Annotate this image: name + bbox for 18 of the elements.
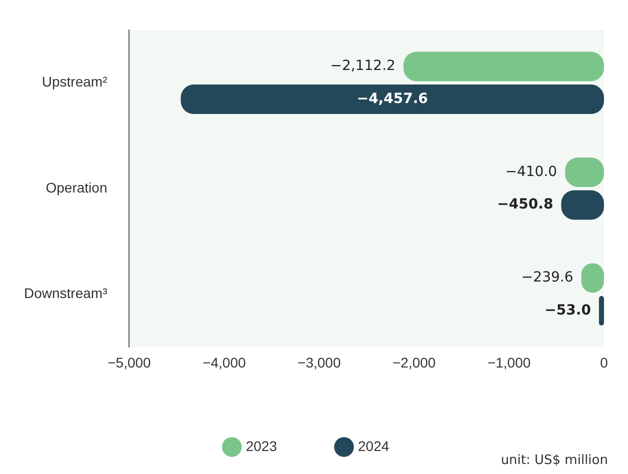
y-tick-label: Downstream³ (24, 285, 108, 302)
data-label: −53.0 (544, 302, 592, 318)
y-tick-label: Upstream² (42, 74, 108, 90)
legend-label: 2024 (358, 438, 390, 454)
x-tick-label: −3,000 (298, 354, 341, 370)
x-tick-label: −1,000 (487, 354, 531, 370)
y-tick-label: Operation (46, 179, 108, 196)
data-label: −2,112.2 (330, 58, 396, 74)
data-label: −450.8 (497, 196, 554, 213)
data-label: −239.6 (521, 270, 574, 286)
data-label: −4,457.6 (356, 90, 428, 107)
x-tick-label: −2,000 (392, 354, 436, 370)
data-label: −410.0 (505, 164, 558, 180)
text: unit: US$ million (500, 453, 608, 468)
x-tick-label: −5,000 (108, 354, 152, 370)
x-tick-label: −4,000 (202, 354, 246, 370)
x-tick-label: 0 (600, 354, 608, 370)
legend-label: 2023 (246, 438, 278, 454)
